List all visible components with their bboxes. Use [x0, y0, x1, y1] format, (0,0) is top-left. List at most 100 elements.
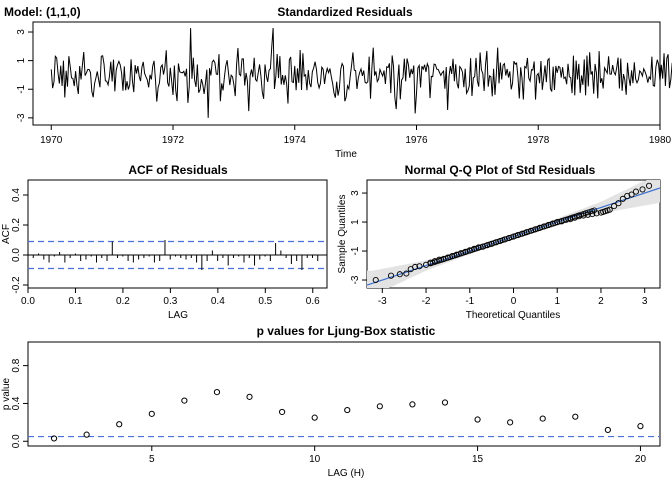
- qq-ytick-label: -3: [350, 275, 361, 284]
- acf-xtick-label: 0.6: [306, 296, 320, 307]
- ljung-box-marks: [28, 389, 660, 442]
- qq-point: [416, 263, 423, 270]
- qq-point: [646, 182, 653, 189]
- acf-ytick-label: 0.0: [11, 248, 22, 262]
- ljung-box-point: [148, 410, 155, 417]
- ljung-box-ytick-label: 0.4: [11, 396, 22, 410]
- ljung-box-point: [116, 421, 123, 428]
- qq-xlabel: Theoretical Quantiles: [466, 310, 561, 321]
- qq-point: [615, 200, 622, 207]
- acf-ticks: 0.0 0.1 0.2 0.3 0.4 0.5 0.6 -0.2 0.0 0.2 0.4: [11, 188, 320, 307]
- std-residuals-xtick-label: 1972: [162, 135, 185, 146]
- acf-title: ACF of Residuals: [128, 163, 228, 177]
- qq-point: [628, 191, 635, 198]
- ljung-box-point: [474, 416, 481, 423]
- ljung-box-point: [507, 419, 514, 426]
- ljung-box-xtick-label: 10: [309, 454, 321, 465]
- ljung-box-ytick-label: 0.8: [11, 358, 22, 372]
- qq-ylabel: Sample Quantiles: [337, 195, 348, 274]
- qq-xtick-label: -1: [465, 296, 474, 307]
- ljung-box-xtick-label: 20: [635, 454, 647, 465]
- qq-xtick-label: -3: [378, 296, 387, 307]
- ljung-box-xtick-label: 5: [149, 454, 155, 465]
- std-residuals-xtick-label: 1970: [40, 135, 63, 146]
- qq-xtick-label: -2: [422, 296, 431, 307]
- ljung-box-ylabel: p value: [1, 377, 12, 410]
- ljung-box-ytick-label: 0.0: [11, 434, 22, 448]
- acf-xlabel: LAG: [168, 310, 188, 321]
- ljung-box-point: [50, 435, 58, 442]
- acf-panel: ACF of Residuals 0.0 0.1 0.2 0.3 0.4 0.5 0.6 -0…: [1, 163, 328, 321]
- ljung-box-xtick-label: 15: [472, 454, 484, 465]
- qq-point: [396, 271, 403, 278]
- acf-ytick-label: 0.2: [11, 218, 22, 232]
- ljung-box-point: [409, 401, 416, 408]
- std-residuals-frame: [32, 21, 661, 126]
- qq-ytick-label: -1: [350, 246, 361, 255]
- std-residuals-xtick-label: 1980: [649, 135, 672, 146]
- std-residuals-xtick-label: 1974: [284, 135, 307, 146]
- ljung-box-point: [572, 413, 579, 420]
- qq-point: [412, 263, 419, 271]
- ljung-box-point: [376, 403, 383, 410]
- std-residuals-ytick-label: -3: [16, 113, 27, 122]
- std-residuals-ticks: 1970 1972 1974 1976 1978 1980 -3 -1 1 3: [16, 29, 672, 146]
- qq-title: Normal Q-Q Plot of Std Residuals: [405, 163, 596, 177]
- ljung-box-ticks: 5 10 15 20 0.0 0.4 0.8: [11, 358, 646, 465]
- qq-point: [639, 186, 646, 193]
- qq-xtick-label: 2: [598, 296, 604, 307]
- ljung-box-point: [539, 415, 546, 422]
- ljung-box-title: p values for Ljung-Box statistic: [257, 324, 436, 338]
- std-residuals-panel: Standardized Residuals 1970 1972 1974 1976 1…: [16, 5, 672, 160]
- ljung-box-frame: [27, 341, 661, 447]
- qq-point: [632, 188, 640, 195]
- acf-xtick-label: 0.0: [21, 296, 35, 307]
- acf-ytick-label: 0.4: [11, 188, 22, 202]
- acf-ylabel: ACF: [1, 224, 12, 244]
- ljung-box-point: [604, 426, 611, 434]
- qq-point: [611, 203, 618, 210]
- ljung-box-point: [344, 406, 351, 414]
- ljung-box-point: [246, 393, 253, 400]
- qq-point: [619, 195, 626, 202]
- ljung-box-point: [213, 389, 221, 396]
- qq-ticks: -3 -2 -1 0 1 2 3 -3 -1 1 3: [350, 190, 648, 307]
- qq-point: [387, 272, 395, 279]
- qq-xtick-label: 0: [511, 296, 517, 307]
- qq-xtick-label: 3: [642, 296, 648, 307]
- ljung-box-point: [637, 423, 644, 430]
- acf-frame: [27, 179, 328, 289]
- ljung-box-point: [181, 397, 188, 404]
- qq-xtick-label: 1: [554, 296, 560, 307]
- acf-ytick-label: -0.2: [11, 276, 22, 294]
- std-residuals-xtick-label: 1978: [527, 135, 550, 146]
- qq-point: [372, 276, 379, 284]
- qq-point: [591, 207, 598, 214]
- qq-ytick-label: 3: [350, 190, 361, 196]
- acf-xtick-label: 0.1: [69, 296, 83, 307]
- ljung-box-point: [441, 399, 449, 406]
- std-residuals-line: [50, 27, 672, 118]
- ljung-box-point: [83, 431, 90, 438]
- std-residuals-ytick-label: 3: [16, 29, 27, 35]
- ljung-box-point: [311, 414, 318, 421]
- acf-xtick-label: 0.4: [211, 296, 225, 307]
- qq-point: [604, 207, 611, 214]
- std-residuals-title: Standardized Residuals: [277, 5, 413, 19]
- acf-xtick-label: 0.3: [163, 296, 177, 307]
- std-residuals-ytick-label: 1: [16, 57, 27, 63]
- qq-marks: [367, 180, 660, 288]
- acf-marks: [28, 240, 327, 270]
- acf-xtick-label: 0.2: [116, 296, 130, 307]
- qq-ytick-label: 1: [350, 219, 361, 225]
- acf-xtick-label: 0.5: [258, 296, 272, 307]
- qq-point: [403, 270, 410, 277]
- model-label: Model: (1,1,0): [4, 5, 81, 19]
- ljung-box-point: [279, 408, 286, 416]
- std-residuals-xtick-label: 1976: [405, 135, 428, 146]
- ljung-box-xlabel: LAG (H): [328, 468, 365, 479]
- std-residuals-ytick-label: -1: [16, 84, 27, 93]
- ljung-box-panel: p values for Ljung-Box statistic 5 10 15 20…: [1, 324, 661, 479]
- qq-panel: Normal Q-Q Plot of Std Residuals -3 -2 -1 0…: [337, 163, 661, 321]
